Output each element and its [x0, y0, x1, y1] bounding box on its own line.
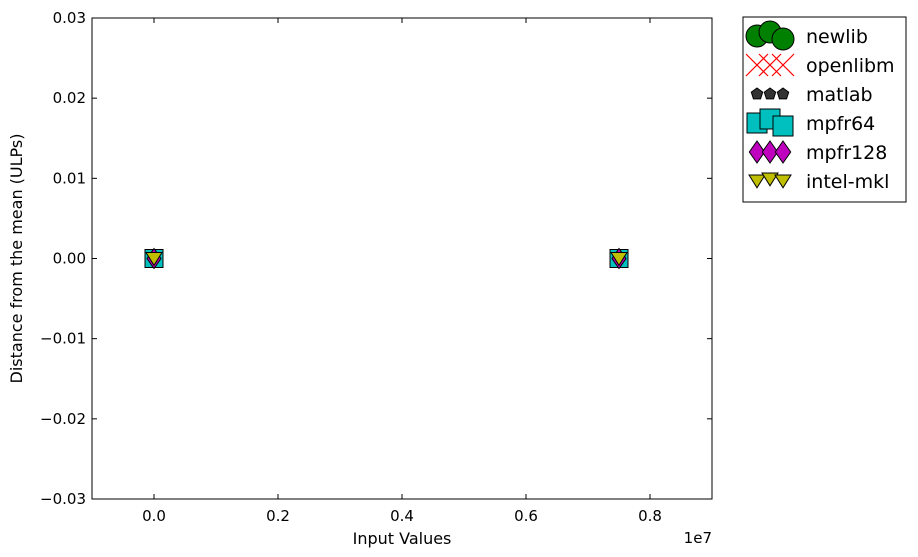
legend-label: newlib — [806, 26, 868, 48]
y-tick-label: 0.03 — [53, 9, 86, 27]
legend-marker-intel-mkl — [761, 172, 779, 187]
plot-area: 0.0 0.2 0.4 0.6 0.8 0.03 0.02 0.01 0.00 −0.01 −0.… — [40, 9, 713, 525]
y-axis: 0.03 0.02 0.01 0.00 −0.01 −0.02 −0.03 — [40, 9, 712, 508]
y-axis-label: Distance from the mean (ULPs) — [7, 134, 26, 384]
x-tick-label: 0.8 — [638, 507, 662, 525]
y-tick-label: 0.00 — [53, 250, 86, 268]
x-tick-label: 0.6 — [514, 507, 538, 525]
legend-label: intel-mkl — [806, 171, 889, 193]
marker-intel-mkl — [145, 252, 163, 267]
legend-marker-intel-mkl — [748, 174, 766, 189]
x-tick-label: 0.0 — [142, 507, 166, 525]
y-tick-label: −0.01 — [40, 330, 86, 348]
y-tick-label: 0.02 — [53, 89, 86, 107]
legend-item: intel-mkl — [748, 171, 889, 193]
legend-marker-newlib — [771, 27, 795, 51]
legend-marker-matlab — [776, 87, 790, 100]
y-tick-label: −0.03 — [40, 490, 86, 508]
legend-item: newlib — [745, 20, 868, 51]
x-axis: 0.0 0.2 0.4 0.6 0.8 — [142, 18, 662, 525]
y-tick-label: −0.02 — [40, 410, 86, 428]
x-axis-offset-label: 1e7 — [684, 529, 712, 547]
y-tick-label: 0.01 — [53, 169, 86, 187]
x-tick-label: 0.4 — [390, 507, 414, 525]
legend-label: openlibm — [806, 55, 895, 77]
legend-marker-mpfr128 — [774, 140, 792, 164]
legend-marker-mpfr128 — [761, 140, 779, 164]
legend-marker-mpfr128 — [748, 140, 766, 164]
legend-marker-matlab — [763, 87, 777, 100]
legend-item: openlibm — [745, 53, 895, 77]
x-tick-label: 0.2 — [266, 507, 290, 525]
legend-label: matlab — [806, 84, 873, 106]
legend-marker-openlibm — [758, 53, 782, 77]
legend-label: mpfr128 — [806, 142, 887, 164]
legend-marker-mpfr64 — [772, 115, 794, 137]
x-axis-label: Input Values — [353, 529, 452, 548]
legend-marker-intel-mkl — [774, 174, 792, 189]
data-markers — [144, 247, 629, 270]
legend-marker-openlibm — [771, 53, 795, 77]
legend-marker-openlibm — [745, 53, 769, 77]
legend-item: mpfr128 — [748, 140, 887, 164]
legend: newlib openlibm matlab mpfr64 mpfr128 intel-m… — [742, 16, 907, 203]
legend-label: mpfr64 — [806, 113, 875, 135]
legend-item: mpfr64 — [746, 108, 875, 137]
legend-item: matlab — [750, 84, 873, 106]
legend-marker-matlab — [750, 87, 764, 100]
marker-intel-mkl — [610, 252, 628, 267]
